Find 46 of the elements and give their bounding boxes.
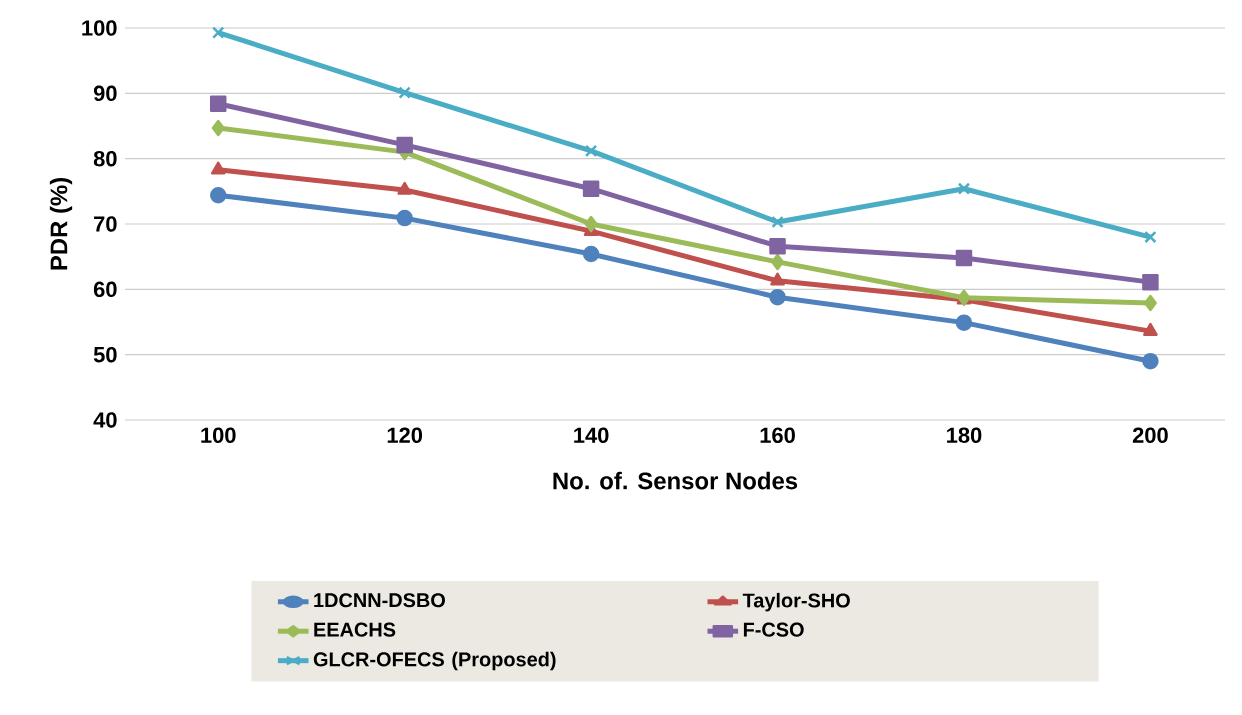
point bbox=[398, 86, 411, 99]
y-tick-label: 50 bbox=[93, 346, 117, 363]
legend-label: EEACHS bbox=[314, 622, 396, 637]
x-tick-label: 200 bbox=[1132, 427, 1168, 444]
x-axis-title: No. of. Sensor Nodes bbox=[553, 471, 798, 490]
legend-label: Taylor-SHO bbox=[742, 592, 850, 612]
y-tick-label: 100 bbox=[82, 20, 117, 36]
point bbox=[1143, 322, 1158, 336]
x-tick-label: 100 bbox=[201, 427, 236, 444]
y-axis-title: PDR (%) bbox=[49, 178, 73, 270]
point bbox=[397, 181, 412, 195]
point bbox=[212, 26, 225, 39]
legend-label: 1DCNN-DSBO bbox=[314, 593, 445, 608]
y-tick-label: 70 bbox=[94, 216, 117, 232]
point bbox=[582, 180, 600, 197]
point bbox=[957, 182, 971, 195]
point bbox=[1144, 230, 1157, 244]
point bbox=[769, 288, 786, 306]
point bbox=[1143, 294, 1157, 312]
y-tick-label: 80 bbox=[93, 150, 117, 167]
x-tick-label: 160 bbox=[760, 427, 795, 444]
x-tick-label: 180 bbox=[947, 427, 982, 444]
y-tick-label: 60 bbox=[93, 281, 117, 298]
point bbox=[396, 136, 413, 154]
point bbox=[584, 215, 598, 233]
point bbox=[1142, 273, 1159, 291]
point bbox=[584, 144, 598, 158]
point bbox=[955, 249, 973, 267]
point bbox=[771, 215, 784, 229]
point bbox=[955, 314, 973, 331]
y-tick-label: 90 bbox=[93, 85, 117, 102]
point bbox=[209, 95, 227, 113]
x-tick-label: 140 bbox=[574, 427, 609, 444]
point bbox=[1142, 352, 1159, 370]
point bbox=[210, 161, 226, 175]
point bbox=[211, 119, 225, 137]
x-tick-label: 120 bbox=[387, 427, 423, 444]
legend-label: F-CSO bbox=[743, 622, 804, 637]
point bbox=[396, 209, 413, 227]
point bbox=[209, 186, 227, 204]
point bbox=[769, 237, 786, 255]
point bbox=[771, 253, 785, 271]
y-tick-label: 40 bbox=[93, 412, 117, 428]
point bbox=[770, 272, 785, 286]
point bbox=[582, 245, 600, 263]
legend-label: GLCR-OFECS (Proposed) bbox=[313, 651, 556, 671]
